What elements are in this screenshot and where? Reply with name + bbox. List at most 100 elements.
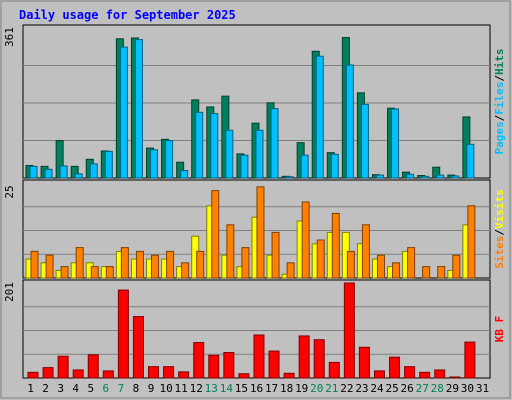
bar-files bbox=[300, 154, 309, 179]
bar-kb-f bbox=[313, 339, 325, 379]
x-tick-label: 5 bbox=[87, 382, 94, 395]
bar-files bbox=[119, 46, 128, 179]
bar-kb-f bbox=[389, 356, 401, 379]
x-tick-label: 14 bbox=[220, 382, 234, 395]
bar-sites bbox=[346, 250, 355, 279]
bar-sites bbox=[376, 254, 385, 279]
bar-kb-f bbox=[87, 354, 99, 379]
bar-kb-f bbox=[117, 289, 129, 379]
bar-kb-f bbox=[464, 341, 476, 379]
bar-files bbox=[210, 113, 219, 179]
x-tick-label: 13 bbox=[205, 382, 218, 395]
bar-kb-f bbox=[268, 350, 280, 379]
bar-sites bbox=[166, 250, 175, 279]
bar-sites bbox=[301, 201, 310, 279]
bar-kb-f bbox=[343, 282, 355, 379]
bar-files bbox=[360, 103, 369, 179]
bar-files bbox=[421, 175, 430, 179]
x-tick-label: 11 bbox=[175, 382, 188, 395]
y-max-label-kbytes: 201 bbox=[3, 282, 16, 302]
x-tick-label: 20 bbox=[310, 382, 323, 395]
bar-files bbox=[195, 111, 204, 179]
bar-files bbox=[74, 173, 83, 179]
bar-sites bbox=[316, 239, 325, 279]
bar-sites bbox=[30, 250, 39, 279]
x-tick-label: 24 bbox=[370, 382, 384, 395]
bar-sites bbox=[90, 266, 99, 279]
bar-sites bbox=[361, 224, 370, 279]
x-tick-label: 19 bbox=[295, 382, 308, 395]
bar-kb-f bbox=[193, 342, 205, 379]
bar-files bbox=[255, 129, 264, 179]
legend-label-kb-f: KB F bbox=[493, 316, 506, 343]
bar-files bbox=[270, 108, 279, 179]
x-tick-label: 3 bbox=[57, 382, 64, 395]
bar-kb-f bbox=[434, 369, 446, 379]
x-tick-label: 6 bbox=[103, 382, 110, 395]
x-tick-label: 8 bbox=[133, 382, 140, 395]
bar-kb-f bbox=[328, 361, 340, 379]
bar-sites bbox=[60, 266, 69, 279]
x-tick-label: 1 bbox=[27, 382, 34, 395]
bar-kb-f bbox=[404, 366, 416, 379]
bar-kb-f bbox=[72, 369, 84, 379]
bar-sites bbox=[467, 205, 476, 279]
x-tick-label: 29 bbox=[446, 382, 459, 395]
bar-files bbox=[150, 149, 159, 179]
x-tick-label: 9 bbox=[148, 382, 155, 395]
bar-files bbox=[44, 168, 53, 179]
x-tick-label: 16 bbox=[250, 382, 263, 395]
chart-title: Daily usage for September 2025 bbox=[19, 8, 236, 22]
x-tick-label: 10 bbox=[159, 382, 172, 395]
bar-sites bbox=[422, 266, 431, 279]
bar-files bbox=[59, 165, 68, 179]
bar-files bbox=[225, 129, 234, 179]
bar-sites bbox=[452, 254, 461, 279]
bar-kb-f bbox=[148, 366, 160, 379]
bar-sites bbox=[407, 247, 416, 279]
bar-kb-f bbox=[163, 366, 175, 379]
bar-sites bbox=[211, 190, 220, 279]
bar-files bbox=[180, 170, 189, 179]
side-legend-hits-files-pages: Pages/Files/Hits bbox=[493, 49, 506, 155]
side-legend-visits-sites: Sites/Visits bbox=[493, 189, 506, 269]
bar-sites bbox=[241, 247, 250, 279]
bar-kb-f bbox=[449, 376, 461, 379]
legend-separator: / bbox=[493, 75, 506, 82]
bar-kb-f bbox=[208, 354, 220, 379]
legend-label-visits: Visits bbox=[493, 189, 506, 229]
bar-sites bbox=[437, 266, 446, 279]
bar-sites bbox=[286, 262, 295, 279]
bar-kb-f bbox=[132, 316, 144, 379]
bar-kb-f bbox=[253, 334, 265, 379]
bar-files bbox=[134, 39, 143, 179]
bar-kb-f bbox=[373, 370, 385, 379]
bar-sites bbox=[151, 254, 160, 279]
bar-files bbox=[406, 173, 415, 179]
bar-files bbox=[466, 143, 475, 179]
x-tick-label: 15 bbox=[235, 382, 248, 395]
bar-files bbox=[330, 153, 339, 179]
x-tick-label: 23 bbox=[355, 382, 368, 395]
bar-sites bbox=[256, 186, 265, 279]
x-tick-label: 26 bbox=[401, 382, 414, 395]
bar-files bbox=[436, 174, 445, 179]
bar-sites bbox=[105, 266, 114, 279]
x-tick-label: 25 bbox=[385, 382, 398, 395]
x-tick-label: 17 bbox=[265, 382, 278, 395]
bar-kb-f bbox=[223, 351, 235, 379]
legend-label-sites: Sites bbox=[493, 236, 506, 269]
bar-sites bbox=[196, 250, 205, 279]
bar-kb-f bbox=[178, 371, 190, 379]
y-max-label-hits-files-pages: 361 bbox=[3, 27, 16, 47]
bar-kb-f bbox=[298, 335, 310, 379]
x-tick-label: 2 bbox=[42, 382, 49, 395]
bar-sites bbox=[226, 224, 235, 279]
x-tick-label: 28 bbox=[431, 382, 444, 395]
bar-sites bbox=[181, 262, 190, 279]
bar-kb-f bbox=[42, 367, 54, 379]
x-tick-label: 12 bbox=[190, 382, 203, 395]
x-tick-label: 4 bbox=[72, 382, 79, 395]
